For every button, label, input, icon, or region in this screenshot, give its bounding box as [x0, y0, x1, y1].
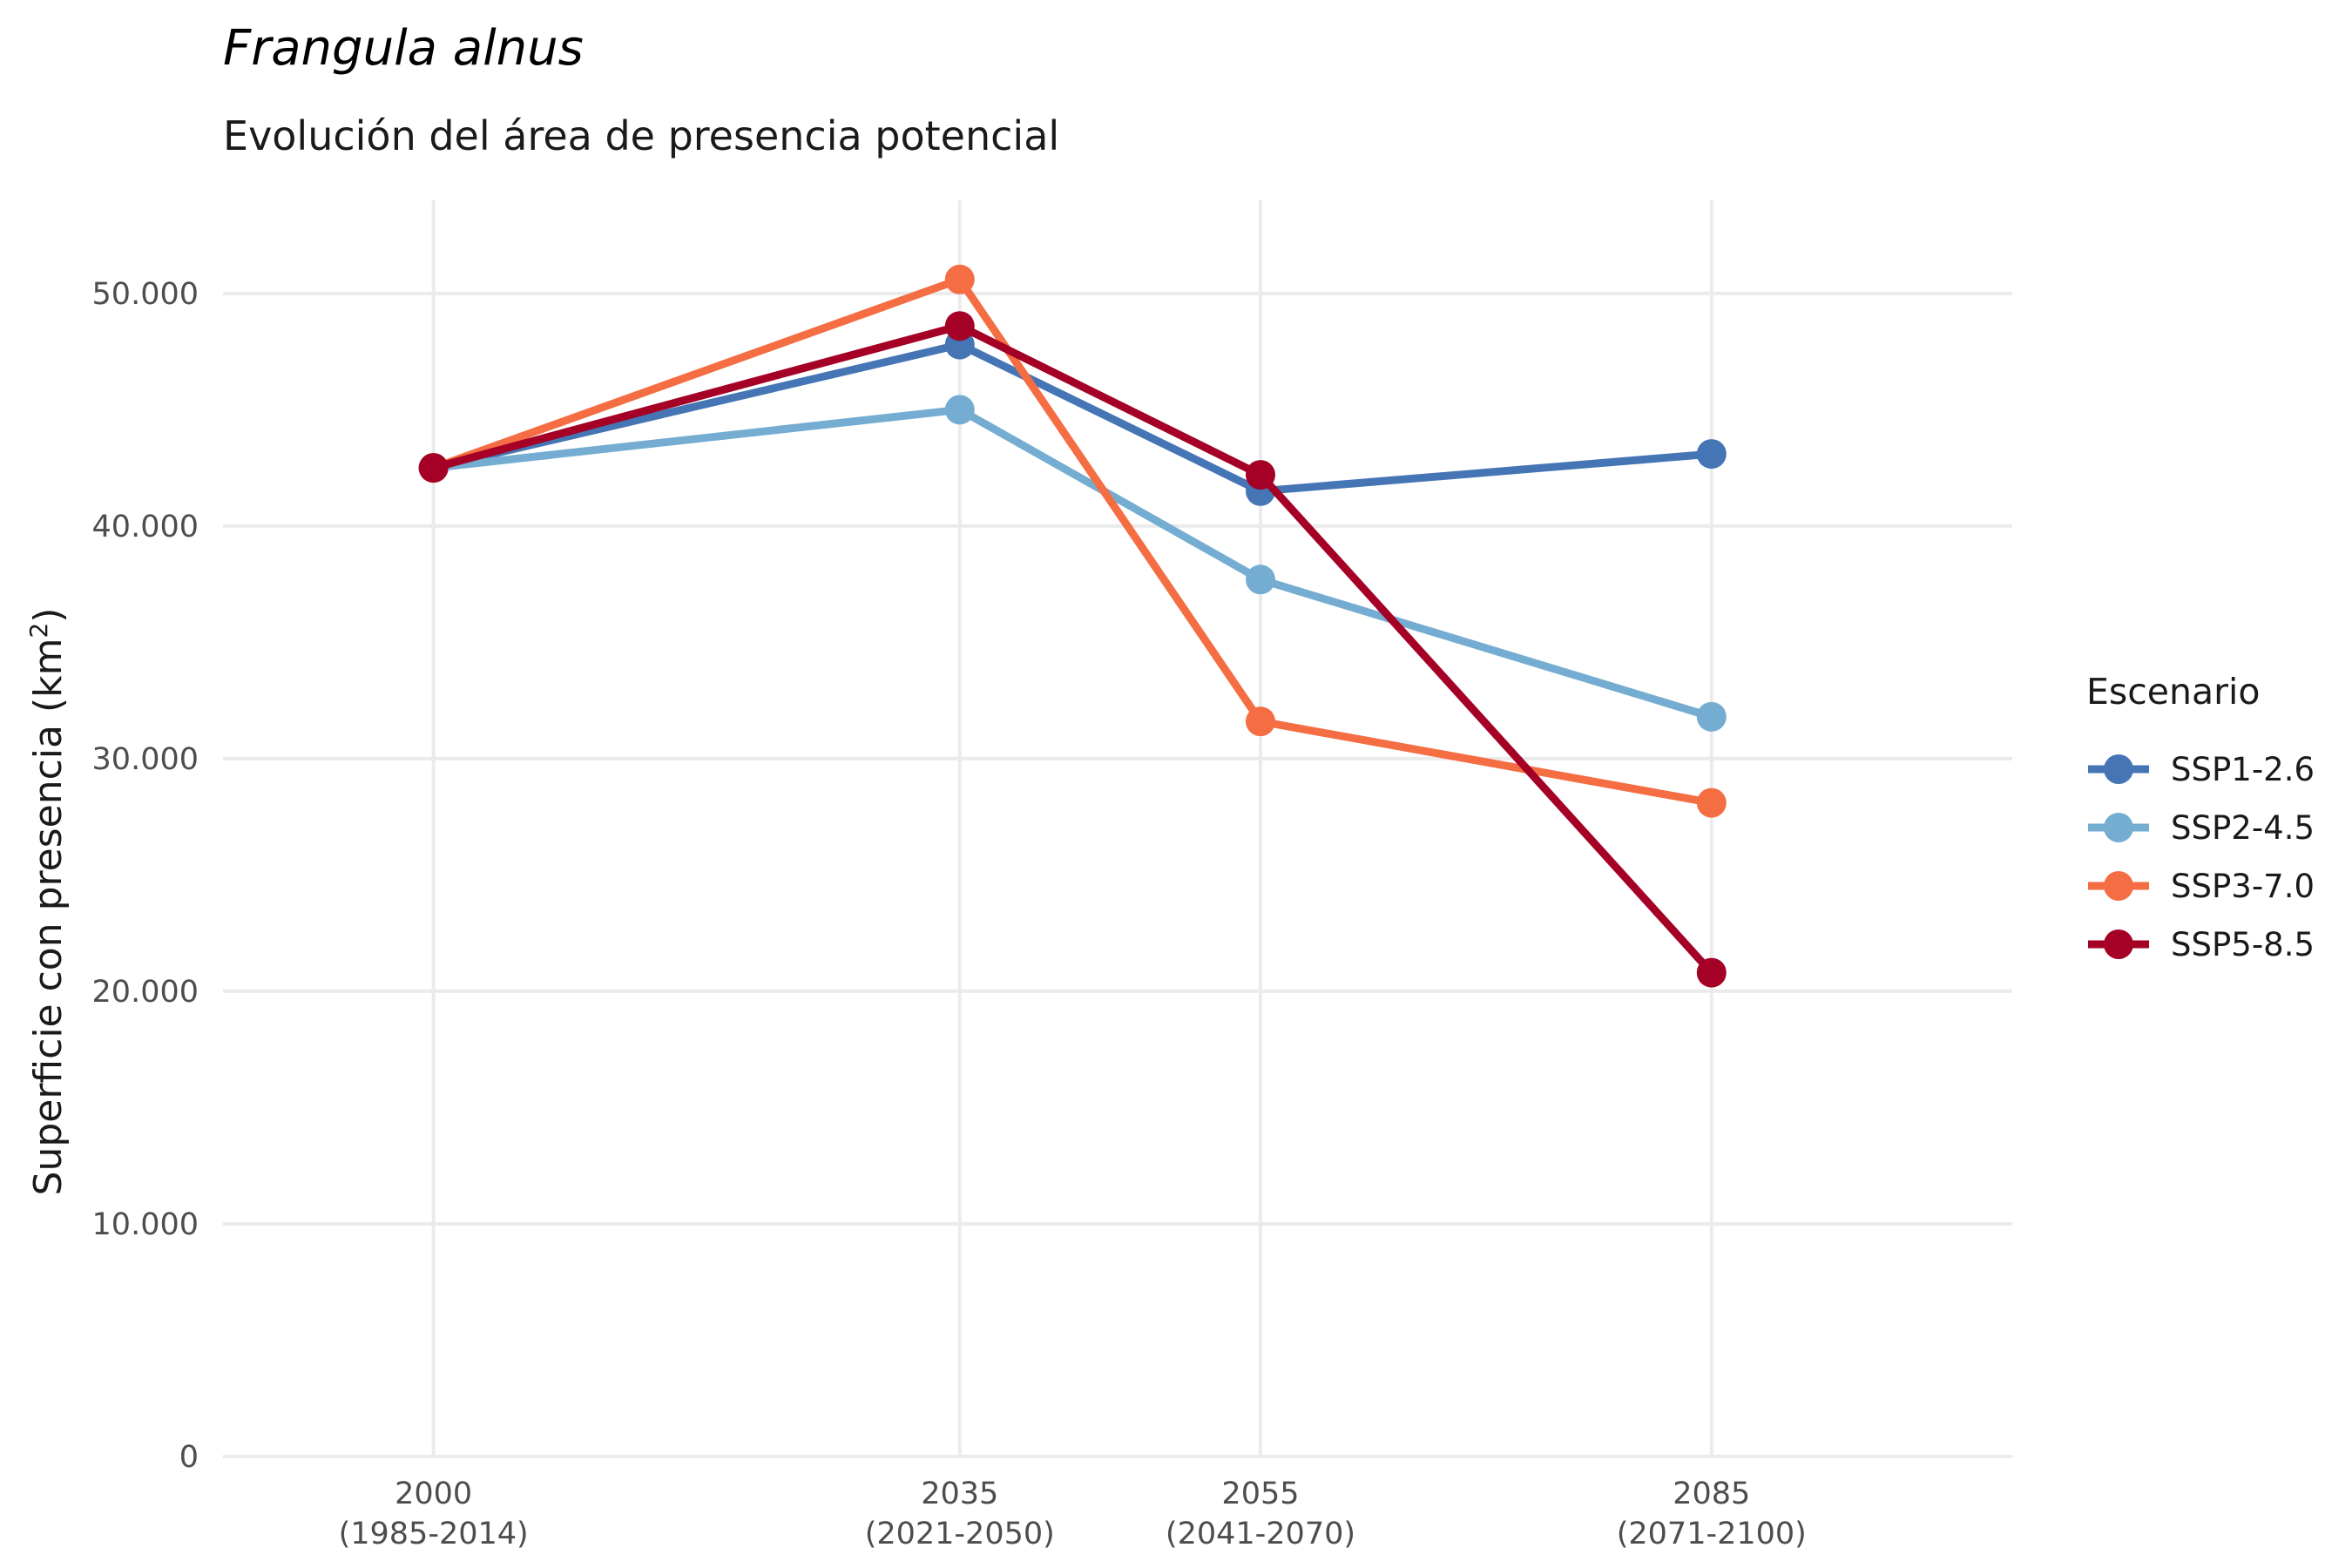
y-tick-label: 50.000	[92, 277, 199, 312]
series-line	[429, 405, 1716, 721]
data-point	[1696, 439, 1727, 470]
legend-item: SSP5-8.5	[2088, 926, 2315, 963]
series-line	[429, 341, 1716, 496]
data-point	[418, 453, 449, 483]
y-tick-label: 40.000	[92, 510, 199, 544]
x-tick-label: 2055 (2041-2070)	[1166, 1477, 1355, 1551]
data-point	[1245, 564, 1275, 595]
data-point	[944, 311, 975, 341]
legend-label: SSP5-8.5	[2171, 926, 2315, 963]
data-point	[944, 264, 975, 294]
data-point	[1245, 460, 1275, 490]
chart-subtitle: Evolución del área de presencia potencia…	[223, 112, 1059, 159]
series-ssp5-8-5	[418, 311, 1727, 988]
gridlines	[223, 200, 2012, 1458]
legend-key-point	[2104, 929, 2133, 959]
series-line	[429, 275, 1716, 808]
x-tick-label: 2085 (2071-2100)	[1617, 1477, 1807, 1551]
data-point	[1245, 706, 1275, 737]
y-tick-label: 20.000	[92, 975, 199, 1010]
legend-label: SSP2-4.5	[2171, 809, 2315, 847]
legend: Escenario SSP1-2.6 SSP2-4.5 SSP3-7.0 SSP5-8…	[2086, 671, 2315, 963]
series-ssp3-7-0	[418, 264, 1727, 818]
x-axis-ticks: 2000 (1985-2014) 2035 (2021-2050) 2055 (2041-…	[339, 1477, 1807, 1551]
data-point	[1696, 787, 1727, 818]
data-point	[944, 395, 975, 425]
legend-item: SSP2-4.5	[2088, 809, 2315, 847]
legend-label: SSP1-2.6	[2171, 751, 2315, 788]
y-axis-ticks: 0 10.000 20.000 30.000 40.000 50.000	[92, 277, 199, 1475]
legend-item: SSP1-2.6	[2088, 751, 2315, 788]
x-tick-label: 2000 (1985-2014)	[339, 1477, 529, 1551]
series-line	[429, 321, 1716, 977]
legend-key-point	[2104, 754, 2133, 784]
legend-item: SSP3-7.0	[2088, 868, 2315, 905]
y-tick-label: 30.000	[92, 742, 199, 777]
legend-key-point	[2104, 871, 2133, 901]
legend-items: SSP1-2.6 SSP2-4.5 SSP3-7.0 SSP5-8.5	[2088, 751, 2315, 963]
data-point	[1696, 701, 1727, 732]
y-tick-label: 0	[179, 1440, 199, 1475]
legend-label: SSP3-7.0	[2171, 868, 2315, 905]
data-point	[1696, 957, 1727, 988]
x-tick-label: 2035 (2021-2050)	[865, 1477, 1055, 1551]
legend-title: Escenario	[2086, 671, 2260, 713]
chart-title: Frangula alnus	[223, 20, 584, 77]
y-tick-label: 10.000	[92, 1207, 199, 1242]
series-layer	[418, 264, 1727, 988]
y-axis-label: Superficie con presencia (km2)	[24, 608, 71, 1196]
legend-key-point	[2104, 813, 2133, 842]
